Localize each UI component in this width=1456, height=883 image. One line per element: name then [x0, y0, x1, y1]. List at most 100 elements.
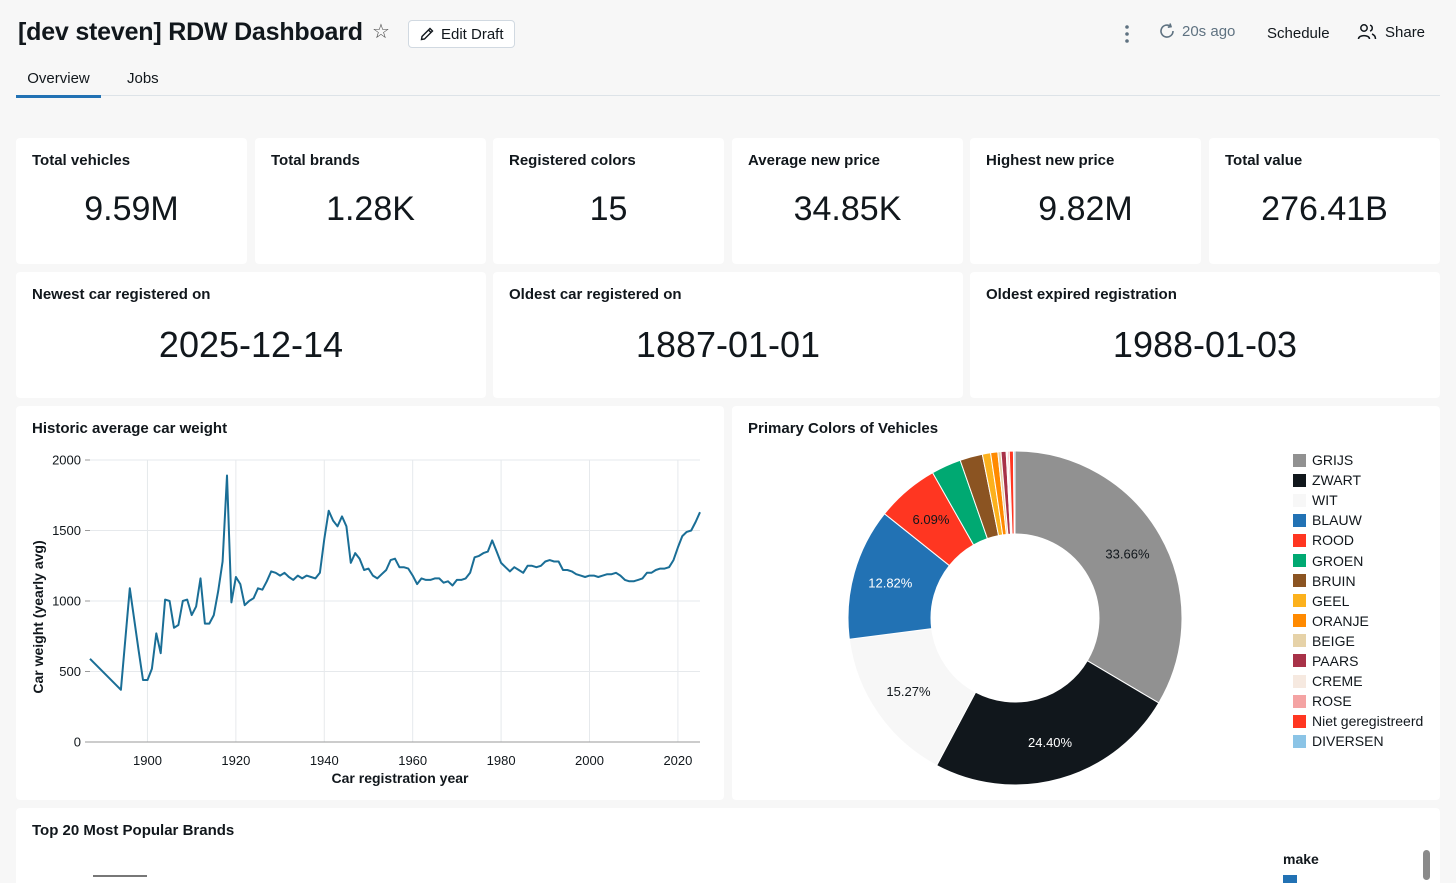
legend-item[interactable]: WIT — [1293, 490, 1423, 510]
slice-label: 15.27% — [886, 684, 931, 699]
date-card-oldest-expired: Oldest expired registration 1988-01-03 — [970, 272, 1440, 398]
legend-swatch — [1293, 654, 1306, 668]
legend-swatch — [1293, 594, 1306, 608]
x-tick-label: 1900 — [133, 753, 162, 768]
legend-label: PAARS — [1312, 652, 1359, 669]
legend-item[interactable]: GROEN — [1293, 550, 1423, 570]
legend-item[interactable]: ROOD — [1293, 530, 1423, 550]
page-scrollbar[interactable] — [1423, 850, 1430, 880]
schedule-button[interactable]: Schedule — [1267, 25, 1330, 42]
legend-swatch — [1293, 554, 1306, 568]
date-title: Oldest expired registration — [986, 286, 1177, 303]
legend-label: Niet geregistreerd — [1312, 713, 1424, 730]
x-tick-label: 2020 — [663, 753, 692, 768]
legend-item[interactable]: GRIJS — [1293, 450, 1423, 470]
legend-item[interactable]: BEIGE — [1293, 631, 1423, 651]
date-value: 2025-12-14 — [158, 324, 344, 365]
weight-line-chart[interactable]: 1900 1920 1940 1960 1980 2000 2020 0 500 1000 1500… — [16, 406, 724, 800]
legend-label: ORANJE — [1312, 612, 1369, 629]
kpi-value: 1.28K — [326, 190, 415, 228]
refresh-icon — [1160, 23, 1174, 38]
more-options-icon[interactable] — [1118, 22, 1136, 46]
slice-label: 12.82% — [868, 576, 913, 591]
edit-draft-button[interactable]: Edit Draft — [408, 20, 515, 48]
users-icon — [1357, 24, 1377, 40]
slice-zwart — [935, 660, 1160, 786]
kpi-value: 34.85K — [793, 190, 902, 228]
slice-grijs — [1014, 450, 1183, 704]
legend-label: GEEL — [1312, 592, 1350, 609]
legend-swatch — [1293, 674, 1306, 688]
kpi-card-total-vehicles: Total vehicles 9.59M — [16, 138, 247, 264]
legend-swatch — [1293, 493, 1306, 507]
legend-item[interactable]: ZWART — [1293, 470, 1423, 490]
x-tick-label: 1920 — [221, 753, 250, 768]
kpi-card-highest-new-price: Highest new price 9.82M — [970, 138, 1201, 264]
tab-overview[interactable]: Overview — [16, 70, 101, 98]
kpi-value: 9.59M — [84, 190, 179, 228]
kpi-title: Registered colors — [509, 152, 636, 169]
x-axis-title: Car registration year — [332, 770, 469, 786]
tab-jobs[interactable]: Jobs — [127, 70, 159, 87]
legend-item[interactable]: DIVERSEN — [1293, 731, 1423, 751]
kpi-title: Total value — [1225, 152, 1303, 169]
legend-swatch — [1293, 714, 1306, 728]
date-card-newest-car: Newest car registered on 2025-12-14 — [16, 272, 486, 398]
page-title: [dev steven] RDW Dashboard — [18, 18, 363, 46]
legend-item[interactable]: BLAUW — [1293, 510, 1423, 530]
y-tick-label: 2000 — [52, 453, 81, 468]
kpi-value: 15 — [589, 190, 628, 228]
edit-draft-label: Edit Draft — [441, 25, 504, 43]
slice-label: 33.66% — [1105, 546, 1150, 561]
refresh-button[interactable]: 20s ago — [1158, 22, 1235, 40]
x-tick-label: 1980 — [487, 753, 516, 768]
legend-swatch — [1293, 694, 1306, 708]
legend-label: GRIJS — [1312, 452, 1354, 469]
kpi-title: Average new price — [748, 152, 881, 169]
colors-donut-chart[interactable]: 33.66% 24.40% 15.27% 12.82% 6.09% — [732, 406, 1272, 800]
date-card-oldest-car: Oldest car registered on 1887-01-01 — [493, 272, 963, 398]
legend-label: BLAUW — [1312, 512, 1362, 529]
legend-item[interactable]: CREME — [1293, 671, 1423, 691]
chart-axis-stub — [93, 875, 147, 877]
refresh-status: 20s ago — [1182, 22, 1236, 40]
y-tick-label: 1500 — [52, 523, 81, 538]
kpi-title: Total brands — [271, 152, 360, 169]
kpi-title: Total vehicles — [32, 152, 131, 169]
date-value: 1887-01-01 — [635, 324, 821, 365]
slice-label: 24.40% — [1028, 735, 1073, 750]
legend-label: ROSE — [1312, 693, 1352, 710]
favorite-star-icon[interactable]: ☆ — [372, 21, 390, 43]
brands-chart-card: Top 20 Most Popular Brands — [16, 808, 1440, 883]
x-tick-label: 1940 — [310, 753, 339, 768]
legend-label: ZWART — [1312, 472, 1361, 489]
kpi-card-total-brands: Total brands 1.28K — [255, 138, 486, 264]
legend-item[interactable]: PAARS — [1293, 651, 1423, 671]
y-axis-title: Car weight (yearly avg) — [30, 540, 46, 693]
legend-swatch — [1293, 634, 1306, 648]
legend-label: CREME — [1312, 673, 1363, 690]
date-value: 1988-01-03 — [1112, 324, 1298, 365]
legend-item[interactable]: Niet geregistreerd — [1293, 711, 1423, 731]
kpi-value: 276.41B — [1261, 190, 1388, 228]
legend-label: DIVERSEN — [1312, 733, 1384, 750]
slice-label: 6.09% — [913, 512, 950, 527]
brands-legend-title: make — [1283, 851, 1319, 867]
dashboard-tabs: Overview Jobs — [16, 62, 1440, 98]
colors-chart-card: Primary Colors of Vehicles 33.66% 24.40% 1… — [732, 406, 1440, 800]
kpi-card-average-new-price: Average new price 34.85K — [732, 138, 963, 264]
legend-item[interactable]: ROSE — [1293, 691, 1423, 711]
colors-legend: GRIJS ZWART WIT BLAUW ROOD GROEN BRUIN GEEL ORAN… — [1293, 450, 1423, 751]
kpi-title: Highest new price — [986, 152, 1115, 169]
legend-item[interactable]: BRUIN — [1293, 571, 1423, 591]
date-title: Oldest car registered on — [509, 286, 682, 303]
legend-swatch — [1293, 574, 1306, 588]
legend-item[interactable]: ORANJE — [1293, 611, 1423, 631]
chart-title: Primary Colors of Vehicles — [748, 420, 939, 437]
legend-item[interactable]: GEEL — [1293, 591, 1423, 611]
share-label: Share — [1385, 23, 1426, 41]
slice-diversen — [1012, 450, 1016, 535]
legend-label: BRUIN — [1312, 572, 1356, 589]
share-button[interactable]: Share — [1357, 23, 1425, 41]
kpi-card-registered-colors: Registered colors 15 — [493, 138, 724, 264]
